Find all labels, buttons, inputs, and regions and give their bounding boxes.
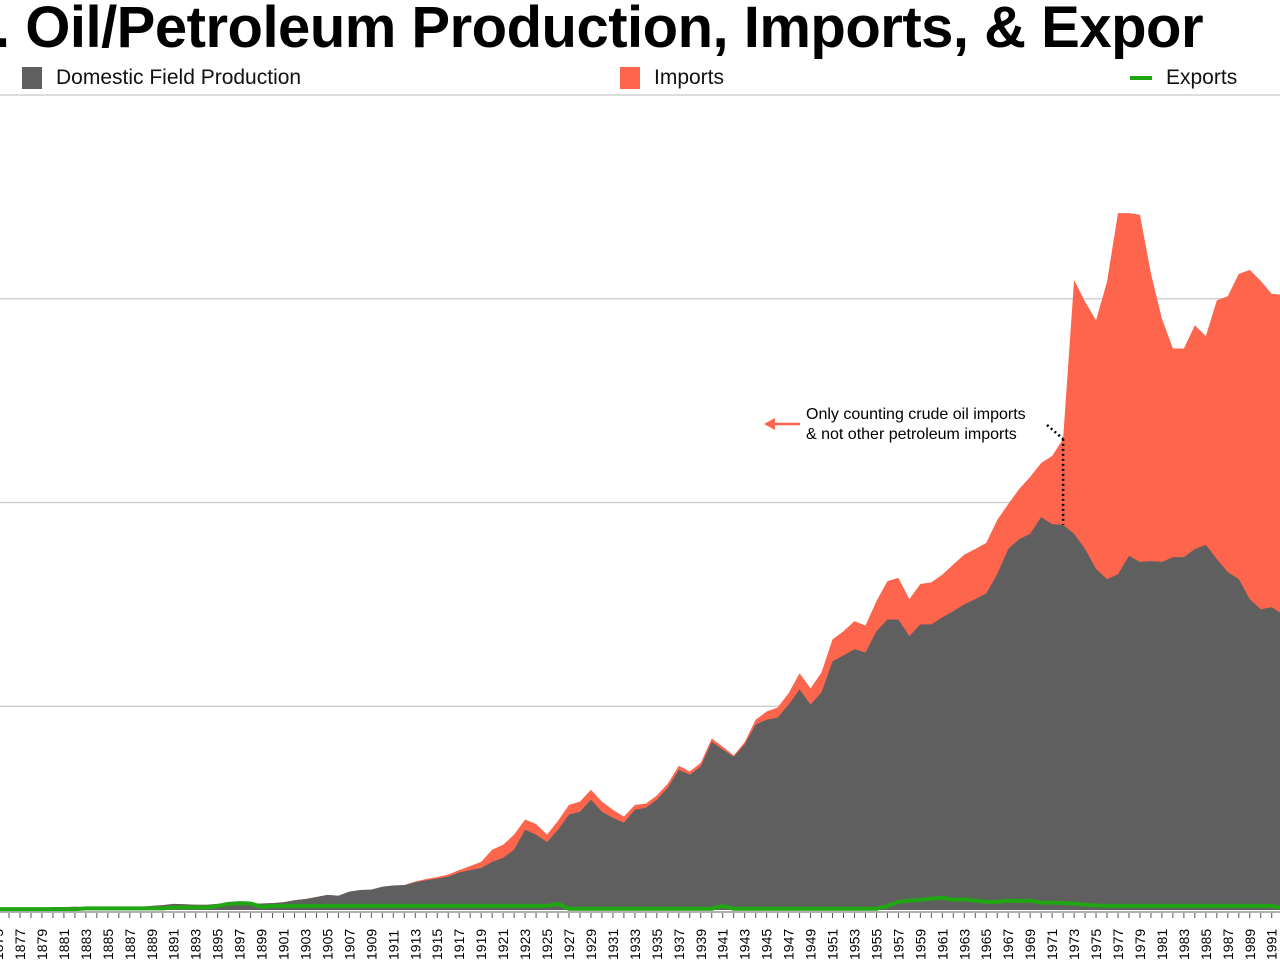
x-tick-label: 1959 xyxy=(912,929,928,960)
annotation: Only counting crude oil imports & not ot… xyxy=(806,405,1026,445)
x-tick-label: 1963 xyxy=(956,929,972,960)
x-tick-label: 1919 xyxy=(473,929,489,960)
x-tick-label: 1941 xyxy=(715,929,731,960)
x-tick-label: 1887 xyxy=(122,929,138,960)
x-tick-label: 1923 xyxy=(517,929,533,960)
x-tick-label: 1969 xyxy=(1022,929,1038,960)
x-tick-label: 1933 xyxy=(627,929,643,960)
x-tick-label: 1951 xyxy=(825,929,841,960)
x-tick-label: 1921 xyxy=(495,929,511,960)
legend-label: Imports xyxy=(654,66,725,89)
x-tick-label: 1881 xyxy=(56,929,72,960)
legend-item-imports: Imports xyxy=(620,66,724,90)
x-tick-label: 1935 xyxy=(649,929,665,960)
x-tick-label: 1989 xyxy=(1242,929,1258,960)
x-tick-label: 1961 xyxy=(934,929,950,960)
chart-title: . Oil/Petroleum Production, Imports, & E… xyxy=(0,0,1204,60)
x-tick-label: 1971 xyxy=(1044,929,1060,960)
exports-line-icon xyxy=(1130,76,1152,80)
x-tick-label: 1893 xyxy=(188,929,204,960)
x-tick-label: 1925 xyxy=(539,929,555,960)
imports-swatch-icon xyxy=(620,67,640,89)
x-tick-label: 1883 xyxy=(78,929,94,960)
production-swatch-icon xyxy=(22,67,42,89)
x-tick-label: 1983 xyxy=(1176,929,1192,960)
x-tick-label: 1943 xyxy=(737,929,753,960)
x-tick-label: 1891 xyxy=(166,929,182,960)
x-tick-label: 1955 xyxy=(868,929,884,960)
x-tick-label: 1937 xyxy=(671,929,687,960)
x-tick-label: 1903 xyxy=(297,929,313,960)
x-tick-label: 1949 xyxy=(803,929,819,960)
x-tick-label: 1975 xyxy=(1088,929,1104,960)
x-tick-label: 1945 xyxy=(759,929,775,960)
x-tick-label: 1899 xyxy=(254,929,270,960)
x-tick-label: 1907 xyxy=(341,929,357,960)
x-tick-label: 1875 xyxy=(0,929,6,960)
x-tick-label: 1911 xyxy=(385,930,401,960)
x-tick-label: 1889 xyxy=(144,929,160,960)
x-tick-label: 1967 xyxy=(1000,929,1016,960)
x-tick-label: 1877 xyxy=(12,929,28,960)
x-tick-label: 1929 xyxy=(583,929,599,960)
x-tick-label: 1917 xyxy=(451,929,467,960)
x-tick-label: 1957 xyxy=(890,929,906,960)
legend-label: Domestic Field Production xyxy=(56,66,302,89)
production-area xyxy=(0,517,1280,910)
x-tick-label: 1895 xyxy=(210,929,226,960)
x-tick-label: 1973 xyxy=(1066,929,1082,960)
x-tick-label: 1939 xyxy=(693,929,709,960)
x-tick-label: 1913 xyxy=(407,929,423,960)
x-tick-label: 1931 xyxy=(605,929,621,960)
exports-line xyxy=(0,895,1280,912)
x-tick-label: 1979 xyxy=(1132,929,1148,960)
x-tick-label: 1915 xyxy=(429,929,445,960)
x-tick-label: 1927 xyxy=(561,929,577,960)
x-tick-label: 1905 xyxy=(319,929,335,960)
x-tick-label: 1879 xyxy=(34,929,50,960)
x-tick-label: 1987 xyxy=(1220,929,1236,960)
legend-item-exports: Exports xyxy=(1130,66,1237,90)
x-tick-label: 1897 xyxy=(232,929,248,960)
x-tick-label: 1991 xyxy=(1264,929,1280,960)
x-tick-label: 1965 xyxy=(978,929,994,960)
x-tick-label: 1885 xyxy=(100,929,116,960)
left-arrow-icon xyxy=(764,418,775,430)
annotation-line-1: Only counting crude oil imports xyxy=(806,406,1026,423)
x-tick-label: 1909 xyxy=(363,929,379,960)
annotation-leader-line xyxy=(1046,424,1064,440)
x-tick-label: 1901 xyxy=(276,929,292,960)
x-tick-label: 1985 xyxy=(1198,929,1214,960)
x-tick-label: 1977 xyxy=(1110,929,1126,960)
annotation-line-2: & not other petroleum imports xyxy=(806,426,1017,443)
x-tick-label: 1947 xyxy=(781,929,797,960)
x-tick-label: 1953 xyxy=(846,929,862,960)
legend-item-production: Domestic Field Production xyxy=(22,66,301,90)
legend-label: Exports xyxy=(1166,66,1238,89)
x-tick-label: 1981 xyxy=(1154,929,1170,960)
